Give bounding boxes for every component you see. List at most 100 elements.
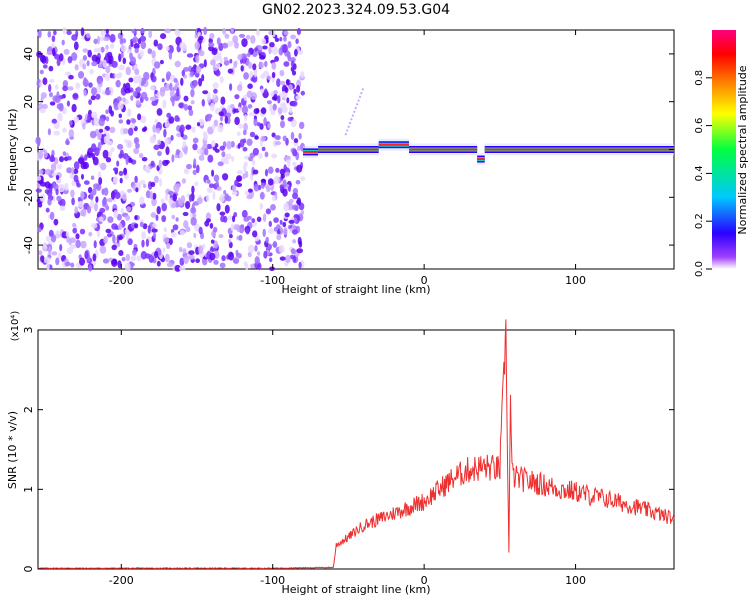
- y-tick-label: 20: [22, 95, 35, 109]
- noise-dot: [40, 181, 47, 187]
- noise-dot: [55, 230, 61, 239]
- noise-dot: [269, 257, 273, 263]
- colorbar-ticks: 0.0 0.2 0.4 0.6 0.8: [694, 70, 712, 277]
- noise-dot: [95, 196, 99, 203]
- noise-dot: [149, 96, 156, 102]
- noise-dot: [78, 200, 84, 208]
- noise-dot: [120, 207, 124, 214]
- noise-dot: [224, 115, 228, 124]
- noise-dot: [74, 206, 78, 214]
- noise-dot: [293, 63, 297, 70]
- noise-dot: [268, 46, 272, 55]
- noise-dot: [271, 30, 276, 38]
- noise-dot: [222, 42, 229, 49]
- noise-dot: [237, 54, 243, 61]
- noise-dot: [126, 206, 132, 212]
- noise-dot: [55, 257, 60, 266]
- noise-dot: [157, 43, 163, 51]
- noise-dot: [41, 244, 48, 252]
- noise-dot: [73, 161, 80, 170]
- noise-dot: [121, 257, 126, 262]
- noise-dot: [92, 253, 97, 262]
- noise-dot: [100, 162, 107, 171]
- noise-dot: [178, 246, 183, 253]
- snr-ylabel: SNR (10 * v/v): [6, 411, 19, 489]
- noise-dot: [271, 195, 276, 202]
- noise-dot: [278, 47, 284, 56]
- noise-dot: [256, 29, 260, 37]
- noise-dot: [58, 183, 65, 193]
- noise-dot: [38, 151, 44, 159]
- noise-dot: [124, 139, 129, 144]
- noise-dot: [234, 116, 240, 126]
- noise-dot: [292, 149, 298, 157]
- noise-dot: [57, 112, 63, 122]
- noise-dot: [123, 128, 129, 135]
- noise-dot: [252, 63, 257, 71]
- noise-dot: [69, 237, 76, 244]
- noise-dot: [264, 88, 268, 95]
- noise-dot: [162, 247, 166, 253]
- noise-dot: [280, 120, 285, 129]
- noise-dot: [288, 84, 293, 91]
- noise-dot: [279, 80, 286, 86]
- noise-dot: [207, 179, 211, 184]
- noise-dot: [284, 171, 290, 177]
- noise-dot: [247, 83, 253, 89]
- noise-dot: [101, 188, 105, 195]
- noise-dot: [170, 232, 177, 238]
- y-tick-label: -20: [22, 188, 35, 206]
- noise-dot: [56, 195, 62, 202]
- noise-dot: [171, 214, 175, 220]
- noise-dot: [122, 57, 127, 65]
- noise-dot: [98, 216, 104, 222]
- noise-dot: [202, 243, 206, 249]
- noise-dot: [251, 218, 256, 223]
- noise-dot: [133, 243, 138, 248]
- noise-dot: [133, 43, 140, 50]
- noise-dot: [39, 69, 44, 75]
- noise-dot: [182, 211, 189, 217]
- noise-dot: [159, 59, 164, 65]
- colorbar-label: Normalized spectral amplitude: [736, 65, 749, 234]
- noise-dot: [245, 263, 249, 271]
- noise-dot: [246, 215, 252, 220]
- noise-dot: [56, 58, 61, 67]
- noise-dot: [248, 62, 253, 69]
- noise-dot: [46, 189, 53, 197]
- noise-dot: [297, 145, 301, 152]
- noise-dot: [94, 147, 100, 157]
- noise-dot: [55, 188, 59, 196]
- noise-dot: [139, 50, 144, 57]
- noise-dot: [193, 232, 197, 239]
- noise-dot: [172, 193, 177, 202]
- noise-dot: [145, 238, 149, 247]
- noise-dot: [259, 55, 266, 60]
- noise-dot: [295, 38, 299, 44]
- noise-dot: [269, 266, 275, 272]
- noise-dot: [174, 84, 178, 91]
- noise-dot: [87, 186, 93, 194]
- noise-dot: [119, 36, 124, 45]
- noise-dot: [129, 52, 133, 60]
- noise-dot: [233, 61, 238, 68]
- noise-dot: [73, 41, 79, 51]
- noise-dot: [208, 42, 215, 48]
- noise-dot: [246, 34, 251, 40]
- noise-dot: [38, 169, 44, 175]
- noise-dot: [264, 60, 268, 68]
- noise-dot: [262, 228, 266, 238]
- noise-dot: [207, 91, 211, 101]
- noise-dot: [55, 174, 60, 181]
- noise-dot: [127, 157, 133, 163]
- noise-dot: [212, 93, 216, 99]
- noise-dot: [183, 220, 189, 229]
- colorbar-gradient: [712, 30, 736, 269]
- noise-dot: [166, 242, 171, 249]
- noise-dot: [144, 165, 151, 173]
- noise-dot: [112, 176, 119, 184]
- noise-dot: [219, 262, 226, 269]
- noise-dot: [45, 207, 50, 213]
- noise-dot: [149, 135, 156, 144]
- noise-dot: [269, 103, 273, 112]
